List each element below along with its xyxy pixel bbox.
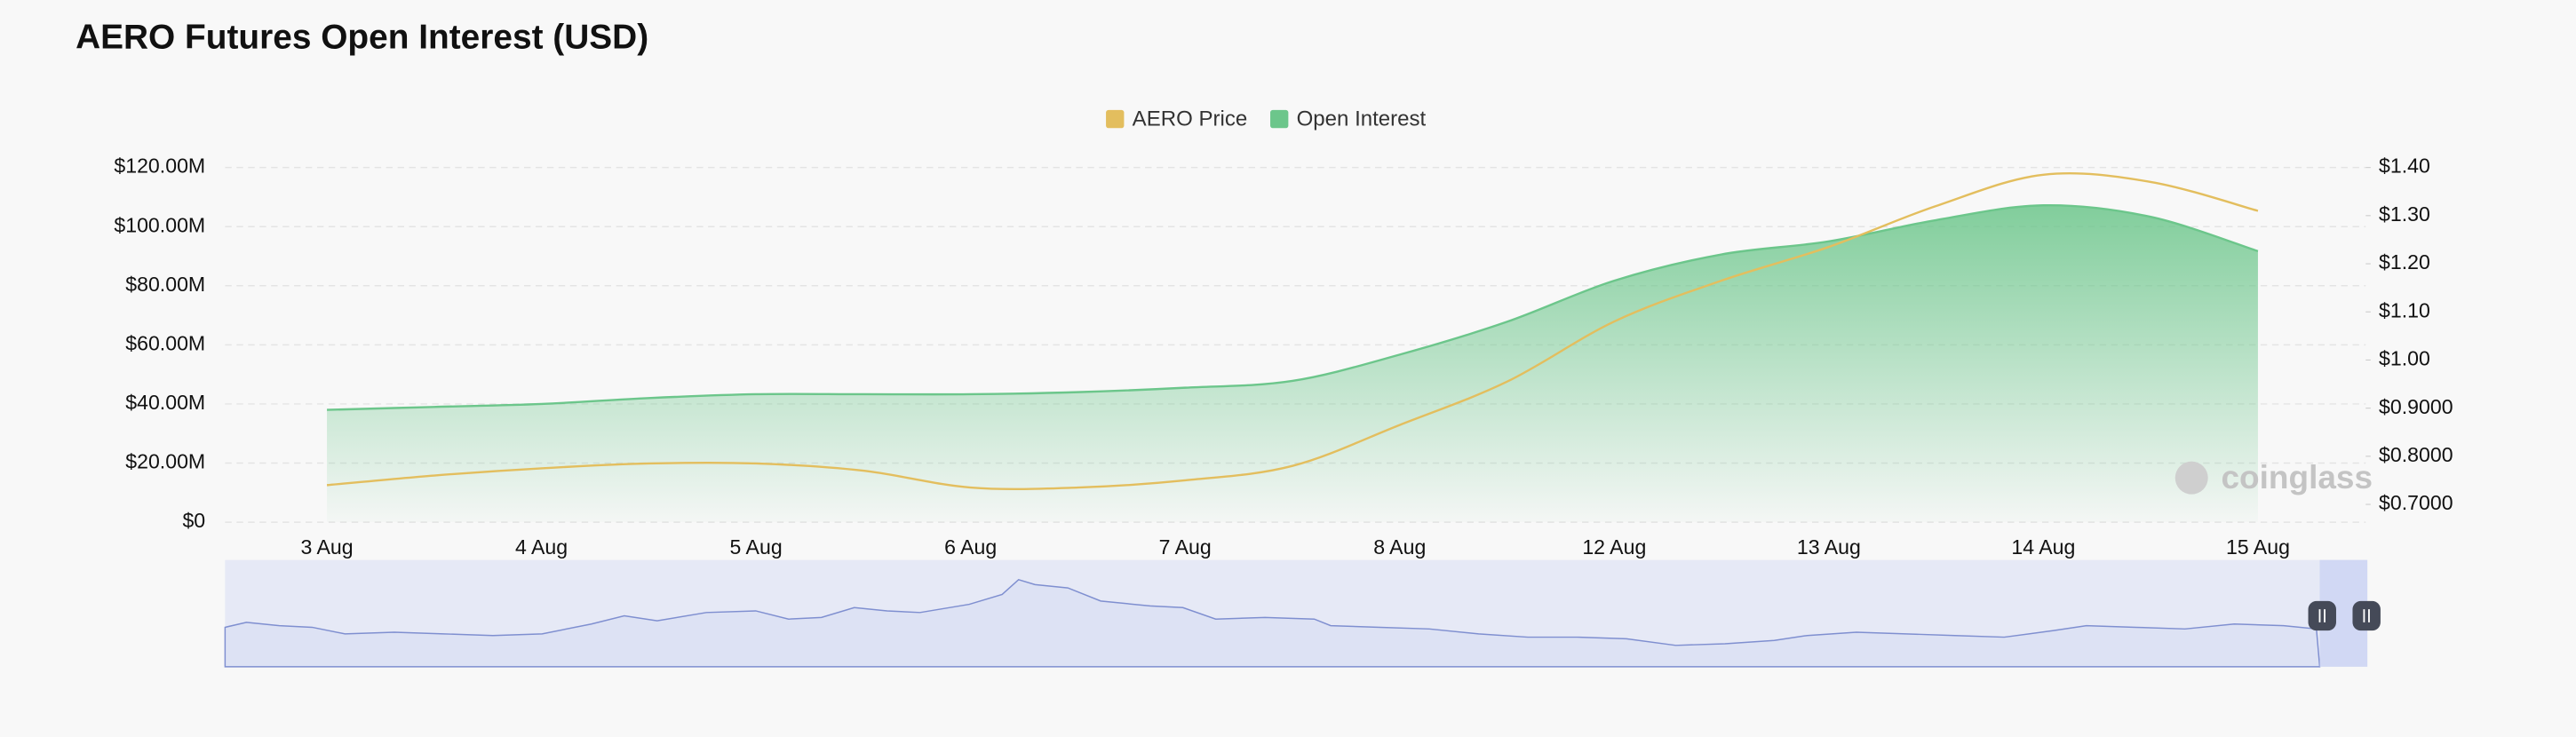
legend-swatch (1106, 109, 1125, 129)
y2-tick-label: $0.8000 (2379, 443, 2453, 466)
y2-tick-label: $0.7000 (2379, 491, 2453, 514)
y2-tick-label: $1.20 (2379, 250, 2430, 273)
legend-label: Open Interest (1297, 107, 1427, 131)
y2-tick-label: $1.10 (2379, 298, 2430, 321)
x-tick-label: 4 Aug (515, 535, 568, 559)
x-tick-label: 5 Aug (730, 535, 783, 559)
y2-tick-label: $1.40 (2379, 155, 2430, 178)
series-line (327, 204, 2259, 411)
area (327, 205, 2258, 523)
legend-label: AERO Price (1133, 107, 1248, 131)
x-tick-label: 7 Aug (1159, 535, 1212, 559)
x-tick-label: 13 Aug (1797, 535, 1861, 559)
y2-tick-label: $0.9000 (2379, 395, 2453, 418)
y-tick-label: $100.00M (114, 213, 205, 236)
y-tick-label: $40.00M (125, 391, 205, 414)
watermark: coinglass (2222, 459, 2373, 495)
navigator-handle[interactable] (2352, 600, 2381, 631)
handle-grip (2318, 609, 2370, 622)
y2-tick-label: $1.30 (2379, 202, 2430, 226)
x-tick-label: 14 Aug (2011, 535, 2075, 559)
y2-tick-label: $1.00 (2379, 347, 2430, 370)
watermark-logo (2174, 461, 2208, 495)
navigator (224, 559, 2381, 668)
x-tick-label: 6 Aug (944, 535, 997, 559)
x-tick-label: 8 Aug (1373, 535, 1426, 559)
plot-area: $0 $20.00M $40.00M $60.00M $80.00M $100.00M $1… (114, 107, 2453, 558)
y-tick-label: $60.00M (125, 331, 205, 354)
y-tick-label: $80.00M (125, 273, 205, 296)
legend-swatch (1270, 109, 1289, 129)
x-tick-label: 3 Aug (300, 535, 353, 559)
x-tick-label: 12 Aug (1582, 535, 1646, 559)
x-tick-label: 15 Aug (2226, 535, 2290, 559)
navigator-handle[interactable] (2308, 600, 2336, 631)
series-line (326, 171, 2259, 491)
y-tick-label: $20.00M (125, 450, 205, 473)
chart-title: AERO Futures Open Interest (USD) (76, 19, 648, 57)
navigator-series (224, 579, 2321, 668)
y-tick-label: $120.00M (114, 155, 205, 178)
y-tick-label: $0 (182, 509, 205, 532)
